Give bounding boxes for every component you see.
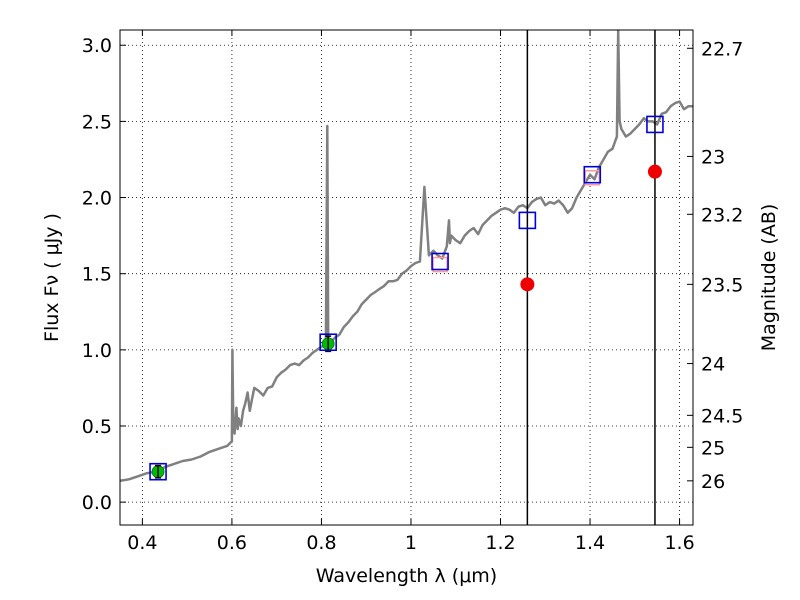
red-point <box>647 164 662 179</box>
axis-ticks: 0.4 0.6 0.8 1 1.2 1.4 1.6 0.0 0.5 1.0 1.5 2.0 2.5 3.0… <box>82 30 743 554</box>
plot-area <box>120 30 693 525</box>
alt-model-square <box>432 256 448 273</box>
model-square <box>149 462 167 481</box>
mag-tick-label: 24 <box>701 354 725 376</box>
x-tick-label: 1.6 <box>664 532 694 554</box>
x-axis-label: Wavelength λ (μm) <box>316 565 497 587</box>
model-square <box>646 115 664 134</box>
y-tick-label: 2.0 <box>82 188 112 210</box>
y-tick-label: 3.0 <box>82 35 112 57</box>
alt-model-square <box>584 169 601 186</box>
right-axis-label: Magnitude (AB) <box>758 204 780 352</box>
mag-tick-label: 25 <box>701 437 725 459</box>
y-tick-label: 0.0 <box>82 492 112 514</box>
y-axis-label: Flux Fν ( μJy ) <box>41 213 63 342</box>
plot-frame <box>119 29 694 526</box>
y-tick-label: 1.0 <box>82 340 112 362</box>
red-point <box>520 277 535 292</box>
mag-tick-label: 26 <box>701 471 725 493</box>
model-square <box>583 165 602 184</box>
x-tick-label: 1.2 <box>485 532 515 554</box>
data-markers <box>149 115 664 481</box>
mag-tick-label: 23 <box>701 146 725 168</box>
grid-lines <box>120 30 693 525</box>
x-tick-label: 0.8 <box>306 532 336 554</box>
x-tick-label: 1 <box>405 532 417 554</box>
x-tick-label: 0.4 <box>127 532 157 554</box>
model-square <box>431 252 449 271</box>
x-tick-label: 0.6 <box>217 532 247 554</box>
mag-tick-label: 24.5 <box>701 405 743 427</box>
spectrum-line <box>120 30 693 483</box>
mag-tick-label: 22.7 <box>701 38 743 60</box>
x-tick-label: 1.4 <box>575 532 605 554</box>
vertical-lines <box>526 30 656 525</box>
y-tick-label: 2.5 <box>82 111 112 133</box>
y-tick-label: 0.5 <box>82 416 112 438</box>
mag-tick-label: 23.5 <box>701 274 743 296</box>
y-tick-label: 1.5 <box>82 264 112 286</box>
model-square <box>319 333 337 352</box>
model-square <box>518 211 537 230</box>
mag-tick-label: 23.2 <box>701 204 743 226</box>
